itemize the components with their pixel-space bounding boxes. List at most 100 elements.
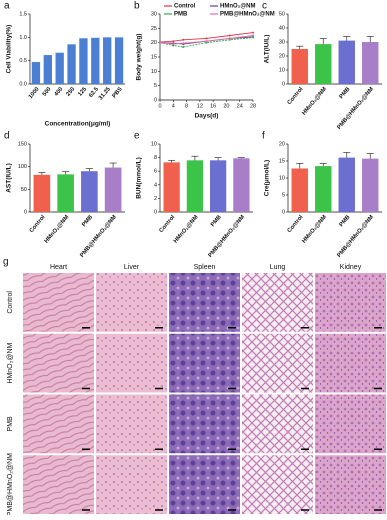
bar (291, 168, 308, 212)
error-bar (366, 153, 374, 159)
y-tick-label: 150 (18, 141, 27, 147)
bar (338, 157, 355, 212)
point (252, 34, 254, 37)
x-tick-label: 125 (77, 86, 88, 98)
y-tick-label: 50 (21, 187, 27, 193)
point (205, 40, 208, 43)
error-bar (296, 163, 304, 169)
point (252, 31, 254, 34)
error-bar (366, 36, 374, 42)
tissue-image (23, 455, 94, 514)
row-label: HMnO₂@NM (7, 342, 14, 383)
y-tick-label: 5 (154, 83, 157, 89)
y-tick-label: 10 (279, 175, 285, 181)
point (205, 41, 208, 44)
tissue-image (96, 333, 167, 393)
point (182, 38, 185, 41)
bar (362, 42, 379, 84)
y-tick-label: 0 (282, 81, 285, 87)
bar (209, 160, 227, 212)
y-tick-label: 8 (154, 155, 157, 161)
y-tick-label: 0 (154, 209, 157, 215)
y-tick-label: 10 (279, 67, 285, 73)
legend-label: PMB@HMnO₂@NM (220, 12, 275, 18)
error-bar (38, 172, 46, 175)
error-bar (168, 159, 176, 163)
y-tick-label: 50 (279, 11, 285, 17)
point (228, 37, 231, 40)
x-tick-label: Control (158, 214, 176, 234)
series-line (159, 32, 254, 43)
bar (291, 49, 308, 84)
legend-label: PMB (174, 12, 188, 18)
error-bar (343, 36, 351, 41)
point (252, 36, 254, 39)
x-tick-label: Control (287, 214, 305, 234)
panel-label: f (262, 131, 265, 142)
x-tick-label: 12 (197, 103, 203, 109)
y-tick-label: 40 (279, 25, 285, 31)
x-axis-title: Days(d) (195, 113, 219, 120)
panel-label: e (134, 131, 140, 142)
tissue-image (169, 455, 240, 514)
y-tick-label: 2 (154, 196, 157, 202)
y-tick-label: 0.0 (19, 81, 27, 87)
tissue-image (242, 333, 313, 393)
error-bar (191, 155, 199, 161)
tissue-image (242, 394, 313, 454)
y-tick-label: 10 (151, 69, 157, 75)
x-tick-label: PMB (339, 214, 352, 228)
legend-label: Control (174, 4, 196, 10)
x-tick-label: PMB (81, 214, 94, 228)
y-tick-label: 0 (154, 97, 157, 103)
bar (81, 171, 98, 212)
bar (163, 162, 180, 212)
point (172, 43, 175, 46)
tissue-image (96, 394, 167, 454)
bar (186, 160, 204, 212)
y-tick-label: 15 (279, 158, 285, 164)
row-label: PMB (7, 416, 14, 432)
y-axis-title: AST(IU/L) (6, 163, 13, 193)
bar (103, 37, 112, 84)
bar (315, 44, 332, 84)
x-tick-label: Control (29, 214, 47, 234)
tissue-image (315, 455, 386, 514)
x-tick-label: 20 (223, 103, 229, 109)
point (182, 45, 185, 48)
panel-label: d (4, 131, 10, 142)
tissue-image (23, 333, 94, 393)
error-bar (109, 162, 117, 168)
x-tick-label: HMnO₂@NM (173, 214, 200, 244)
y-tick-label: 30 (151, 11, 157, 17)
x-tick-label: PBS (112, 86, 124, 99)
tissue-image (242, 455, 313, 514)
bar (31, 62, 41, 84)
x-tick-label: HMnO₂@NM (301, 214, 328, 244)
x-tick-label: 1000 (28, 86, 41, 100)
x-tick-label: 16 (210, 103, 216, 109)
column-label: Lung (270, 264, 286, 271)
legend-label: HMnO₂@NM (220, 4, 256, 10)
x-tick-label: 8 (185, 103, 188, 109)
tissue-image (169, 394, 240, 454)
y-tick-label: 30 (279, 39, 285, 45)
tissue-image (315, 333, 386, 393)
column-label: Kidney (340, 264, 362, 271)
point (228, 38, 231, 41)
column-label: Liver (124, 264, 140, 271)
column-label: Heart (50, 264, 67, 271)
x-tick-label: 400 (54, 86, 65, 97)
x-tick-label: 4 (172, 103, 175, 109)
x-tick-label: PMB (339, 86, 352, 100)
bar (33, 174, 51, 212)
column-label: Spleen (194, 264, 216, 271)
tissue-image (242, 273, 313, 332)
tissue-image (23, 273, 94, 332)
tissue-image (315, 273, 386, 332)
x-tick-label: 250 (65, 86, 76, 97)
x-tick-label: HMnO₂@NM (44, 214, 71, 244)
bar (43, 55, 52, 84)
y-tick-label: 4 (154, 182, 157, 188)
